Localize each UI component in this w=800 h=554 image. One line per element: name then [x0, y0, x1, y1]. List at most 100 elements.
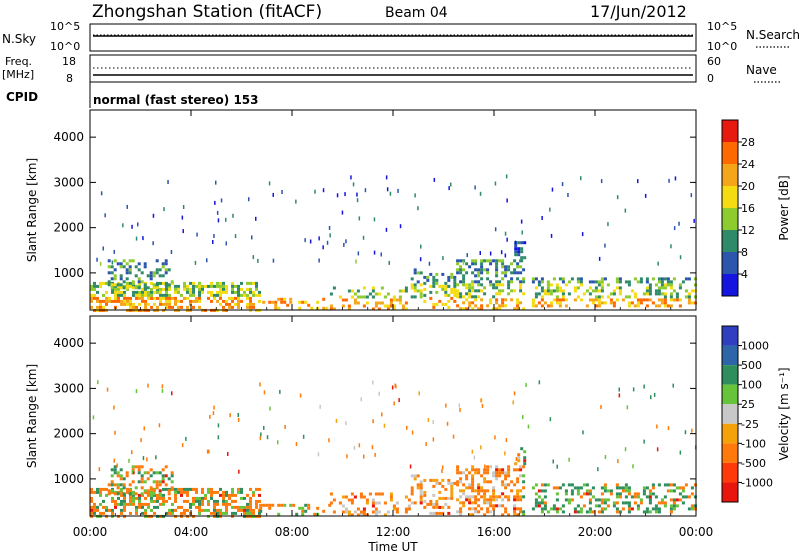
echo-cell	[164, 283, 168, 287]
echo-cell	[669, 504, 673, 508]
echo-cell	[537, 495, 541, 499]
echo-cell	[304, 509, 308, 513]
echo-cell	[162, 296, 165, 300]
echo-cell	[462, 274, 466, 278]
echo-cell	[207, 487, 210, 491]
echo-cell	[225, 302, 228, 306]
echo-cell	[149, 274, 153, 278]
echo-cell	[513, 289, 517, 293]
echo-cell	[301, 506, 305, 510]
echo-cell	[654, 510, 658, 514]
echo-cell	[93, 508, 96, 512]
echo-cell	[519, 498, 523, 502]
echo-cell	[350, 501, 354, 505]
echo-cell	[122, 223, 124, 228]
echo-cell	[495, 504, 499, 508]
echo-cell	[110, 468, 114, 472]
echo-cell	[378, 391, 380, 396]
echo-cell	[96, 490, 99, 494]
echo-cell	[459, 489, 463, 493]
echo-cell	[657, 510, 661, 514]
echo-cell	[90, 508, 93, 512]
echo-cell	[624, 501, 628, 505]
echo-cell	[147, 502, 150, 506]
echo-cell	[558, 298, 562, 302]
echo-cell	[243, 290, 246, 294]
echo-cell	[591, 510, 595, 514]
echo-cell	[576, 504, 580, 508]
echo-cell	[419, 292, 423, 296]
echo-cell	[234, 499, 237, 503]
echo-cell	[549, 292, 553, 296]
echo-cell	[189, 487, 192, 491]
echo-cell	[258, 293, 261, 297]
echo-cell	[591, 298, 595, 302]
echo-cell	[520, 247, 524, 251]
echo-cell	[158, 492, 162, 496]
echo-cell	[648, 283, 652, 287]
echo-cell	[105, 299, 108, 303]
colorbar-tick-label: 500	[741, 359, 762, 372]
echo-cell	[474, 304, 478, 308]
echo-cell	[495, 298, 499, 302]
echo-cell	[507, 483, 511, 487]
echo-cell	[486, 498, 490, 502]
echo-cell	[612, 289, 616, 293]
echo-cell	[102, 299, 105, 303]
echo-cell	[519, 465, 523, 469]
echo-cell	[96, 290, 99, 294]
echo-cell	[189, 502, 192, 506]
echo-cell	[543, 301, 547, 305]
y-tick-label: 4000	[53, 130, 84, 144]
echo-cell	[317, 452, 320, 457]
echo-cell	[561, 510, 565, 514]
echo-cell	[489, 465, 493, 469]
echo-cell	[603, 486, 607, 490]
echo-cell	[555, 295, 559, 299]
echo-cell	[672, 298, 676, 302]
echo-cell	[657, 507, 661, 511]
echo-cell	[660, 286, 664, 290]
echo-cell	[549, 417, 552, 422]
echo-cell	[135, 511, 138, 515]
echo-cell	[481, 403, 484, 408]
echo-cell	[153, 505, 156, 509]
echo-cell	[113, 405, 115, 410]
echo-cell	[113, 465, 117, 469]
colorbar-tick-label: -25	[741, 418, 759, 431]
echo-cell	[358, 443, 361, 448]
echo-cell	[129, 502, 132, 506]
echo-cell	[615, 486, 619, 490]
echo-cell	[137, 262, 141, 266]
echo-cell	[231, 290, 234, 294]
echo-cell	[150, 281, 153, 285]
echo-cell	[149, 474, 153, 478]
y-tick-label: 3000	[53, 381, 84, 395]
echo-cell	[102, 293, 105, 297]
echo-cell	[453, 290, 457, 294]
echo-cell	[447, 478, 451, 482]
echo-cell	[501, 471, 505, 475]
echo-cell	[486, 501, 490, 505]
echo-cell	[471, 486, 475, 490]
echo-cell	[651, 486, 655, 490]
echo-cell	[231, 296, 234, 300]
echo-cell	[678, 221, 680, 226]
echo-cell	[523, 450, 527, 454]
echo-cell	[137, 468, 141, 472]
echo-cell	[146, 457, 148, 462]
echo-cell	[249, 511, 252, 515]
echo-cell	[636, 301, 640, 305]
echo-cell	[534, 304, 538, 308]
echo-cell	[413, 268, 417, 272]
echo-cell	[99, 302, 102, 306]
echo-cell	[477, 498, 481, 502]
echo-cell	[93, 281, 96, 285]
echo-cell	[248, 197, 250, 202]
echo-cell	[416, 280, 420, 284]
echo-cell	[119, 277, 123, 281]
echo-cell	[645, 495, 649, 499]
echo-cell	[517, 456, 521, 460]
echo-cell	[504, 265, 508, 269]
echo-cell	[603, 498, 607, 502]
